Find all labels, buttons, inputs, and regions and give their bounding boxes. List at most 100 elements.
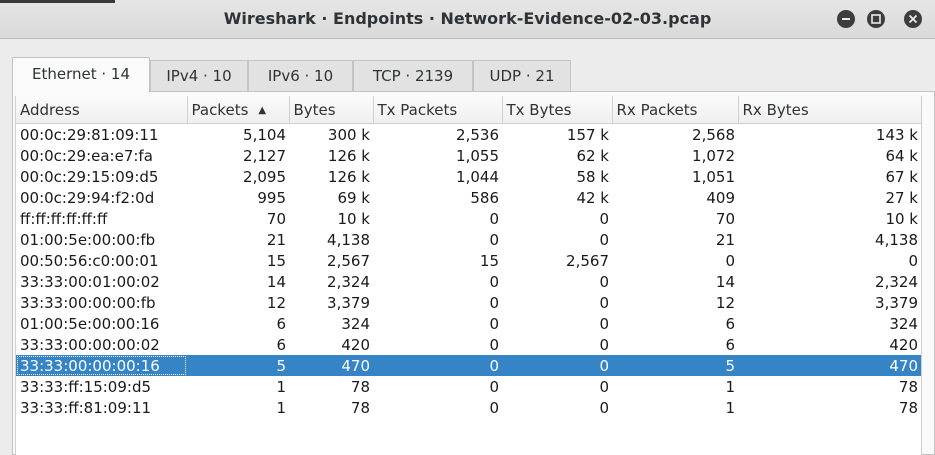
cell-bytes: 300 k — [327, 125, 370, 144]
cell-packets: 2,095 — [243, 167, 286, 186]
cell-address: 33:33:ff:81:09:11 — [20, 398, 152, 417]
cell-rx-bytes: 10 k — [885, 209, 918, 228]
cell-bytes: 4,138 — [327, 230, 370, 249]
table-row[interactable]: 01:00:5e:00:00:16 6 324 0 0 6 324 — [16, 313, 921, 334]
table-row[interactable]: 33:33:00:00:00:fb 12 3,379 0 0 12 3,379 — [16, 292, 921, 313]
table-row[interactable]: 00:0c:29:15:09:d5 2,095 126 k 1,044 58 k 1,05… — [16, 166, 921, 187]
cell-tx-packets: 0 — [489, 314, 499, 333]
column-header-rx-packets[interactable]: Rx Packets — [612, 96, 739, 124]
cell-bytes: 78 — [350, 398, 370, 417]
cell-rx-packets: 6 — [725, 335, 735, 354]
cell-rx-bytes: 420 — [889, 335, 918, 354]
cell-rx-packets: 14 — [715, 272, 735, 291]
cell-tx-packets: 586 — [470, 188, 499, 207]
tab-ipv6[interactable]: IPv6 · 10 — [248, 60, 353, 91]
column-header-address[interactable]: Address — [16, 96, 188, 124]
cell-tx-packets: 2,536 — [456, 125, 499, 144]
maximize-icon[interactable] — [867, 10, 885, 28]
cell-tx-packets: 15 — [479, 251, 499, 270]
table-row[interactable]: 01:00:5e:00:00:fb 21 4,138 0 0 21 4,138 — [16, 229, 921, 250]
title-bar[interactable]: Wireshark · Endpoints · Network-Evidence… — [0, 0, 935, 39]
endpoints-table-view[interactable]: Address Packets ▲ Bytes Tx Packets Tx Byt… — [15, 96, 922, 455]
cell-bytes: 420 — [341, 335, 370, 354]
cell-packets: 21 — [266, 230, 286, 249]
cell-packets: 15 — [266, 251, 286, 270]
cell-tx-bytes: 2,567 — [566, 251, 609, 270]
cell-tx-bytes: 0 — [599, 293, 609, 312]
tab-ipv4[interactable]: IPv4 · 10 — [150, 60, 248, 91]
cell-rx-bytes: 27 k — [885, 188, 918, 207]
cell-tx-bytes: 157 k — [566, 125, 609, 144]
cell-rx-bytes: 78 — [898, 377, 918, 396]
close-icon[interactable] — [904, 10, 922, 28]
cell-address: 00:0c:29:94:f2:0d — [20, 188, 155, 207]
table-row[interactable]: 00:0c:29:ea:e7:fa 2,127 126 k 1,055 62 k 1,07… — [16, 145, 921, 166]
cell-rx-bytes: 78 — [898, 398, 918, 417]
minimize-icon[interactable] — [837, 10, 855, 28]
cell-rx-packets: 1,072 — [692, 146, 735, 165]
cell-tx-packets: 0 — [489, 377, 499, 396]
cell-address: 33:33:00:00:00:fb — [20, 293, 156, 312]
background-window-strip — [0, 0, 115, 3]
tab-udp[interactable]: UDP · 21 — [473, 60, 571, 91]
cell-rx-packets: 12 — [715, 293, 735, 312]
cell-tx-bytes: 0 — [599, 272, 609, 291]
table-row[interactable]: ff:ff:ff:ff:ff:ff 70 10 k 0 0 70 10 k — [16, 208, 921, 229]
tab-ethernet[interactable]: Ethernet · 14 — [12, 57, 150, 92]
cell-address: 00:0c:29:81:09:11 — [20, 125, 159, 144]
column-header-bytes[interactable]: Bytes — [289, 96, 374, 124]
cell-packets: 5,104 — [243, 125, 286, 144]
cell-tx-packets: 1,055 — [456, 146, 499, 165]
column-header-packets[interactable]: Packets ▲ — [187, 96, 290, 124]
window-title: Wireshark · Endpoints · Network-Evidence… — [223, 9, 712, 28]
cell-packets: 70 — [266, 209, 286, 228]
cell-packets: 6 — [276, 335, 286, 354]
cell-address: 01:00:5e:00:00:16 — [20, 314, 160, 333]
column-header-tx-bytes[interactable]: Tx Bytes — [502, 96, 613, 124]
cell-tx-bytes: 0 — [599, 398, 609, 417]
cell-rx-bytes: 2,324 — [875, 272, 918, 291]
cell-bytes: 69 k — [337, 188, 370, 207]
cell-packets: 14 — [266, 272, 286, 291]
cell-rx-packets: 6 — [725, 314, 735, 333]
cell-address: 33:33:00:01:00:02 — [20, 272, 160, 291]
cell-rx-bytes: 67 k — [885, 167, 918, 186]
table-row[interactable]: 33:33:00:01:00:02 14 2,324 0 0 14 2,324 — [16, 271, 921, 292]
table-row[interactable]: 00:0c:29:81:09:11 5,104 300 k 2,536 157 k 2,5… — [16, 124, 921, 146]
cell-address: 33:33:00:00:00:02 — [20, 335, 160, 354]
table-row[interactable]: 33:33:00:00:00:16 5 470 0 0 5 470 — [16, 355, 921, 376]
cell-tx-bytes: 0 — [599, 230, 609, 249]
table-row[interactable]: 33:33:ff:81:09:11 1 78 0 0 1 78 — [16, 397, 921, 418]
cell-tx-bytes: 42 k — [576, 188, 609, 207]
cell-bytes: 126 k — [327, 167, 370, 186]
cell-tx-packets: 0 — [489, 230, 499, 249]
cell-packets: 1 — [276, 377, 286, 396]
cell-bytes: 324 — [341, 314, 370, 333]
table-row[interactable]: 00:0c:29:94:f2:0d 995 69 k 586 42 k 409 27 k — [16, 187, 921, 208]
cell-address: 00:0c:29:15:09:d5 — [20, 167, 159, 186]
cell-address: 00:0c:29:ea:e7:fa — [20, 146, 153, 165]
cell-tx-bytes: 0 — [502, 355, 612, 376]
table-row[interactable]: 33:33:ff:15:09:d5 1 78 0 0 1 78 — [16, 376, 921, 397]
tab-tcp[interactable]: TCP · 2139 — [353, 60, 473, 91]
cell-rx-bytes: 64 k — [885, 146, 918, 165]
column-header-rx-bytes[interactable]: Rx Bytes — [738, 96, 921, 124]
cell-bytes: 470 — [289, 355, 373, 376]
cell-rx-packets: 1 — [725, 398, 735, 417]
cell-rx-bytes: 3,379 — [875, 293, 918, 312]
cell-packets: 1 — [276, 398, 286, 417]
column-header-tx-packets[interactable]: Tx Packets — [373, 96, 503, 124]
cell-address: ff:ff:ff:ff:ff:ff — [20, 209, 108, 228]
cell-tx-bytes: 0 — [599, 335, 609, 354]
cell-tx-packets: 0 — [489, 272, 499, 291]
table-row[interactable]: 33:33:00:00:00:02 6 420 0 0 6 420 — [16, 334, 921, 355]
cell-rx-bytes: 324 — [889, 314, 918, 333]
cell-rx-bytes: 4,138 — [875, 230, 918, 249]
cell-packets: 2,127 — [243, 146, 286, 165]
table-row[interactable]: 00:50:56:c0:00:01 15 2,567 15 2,567 0 0 — [16, 250, 921, 271]
cell-rx-packets: 0 — [725, 251, 735, 270]
cell-rx-packets: 5 — [612, 355, 738, 376]
cell-rx-bytes: 470 — [738, 355, 921, 376]
cell-packets: 12 — [266, 293, 286, 312]
